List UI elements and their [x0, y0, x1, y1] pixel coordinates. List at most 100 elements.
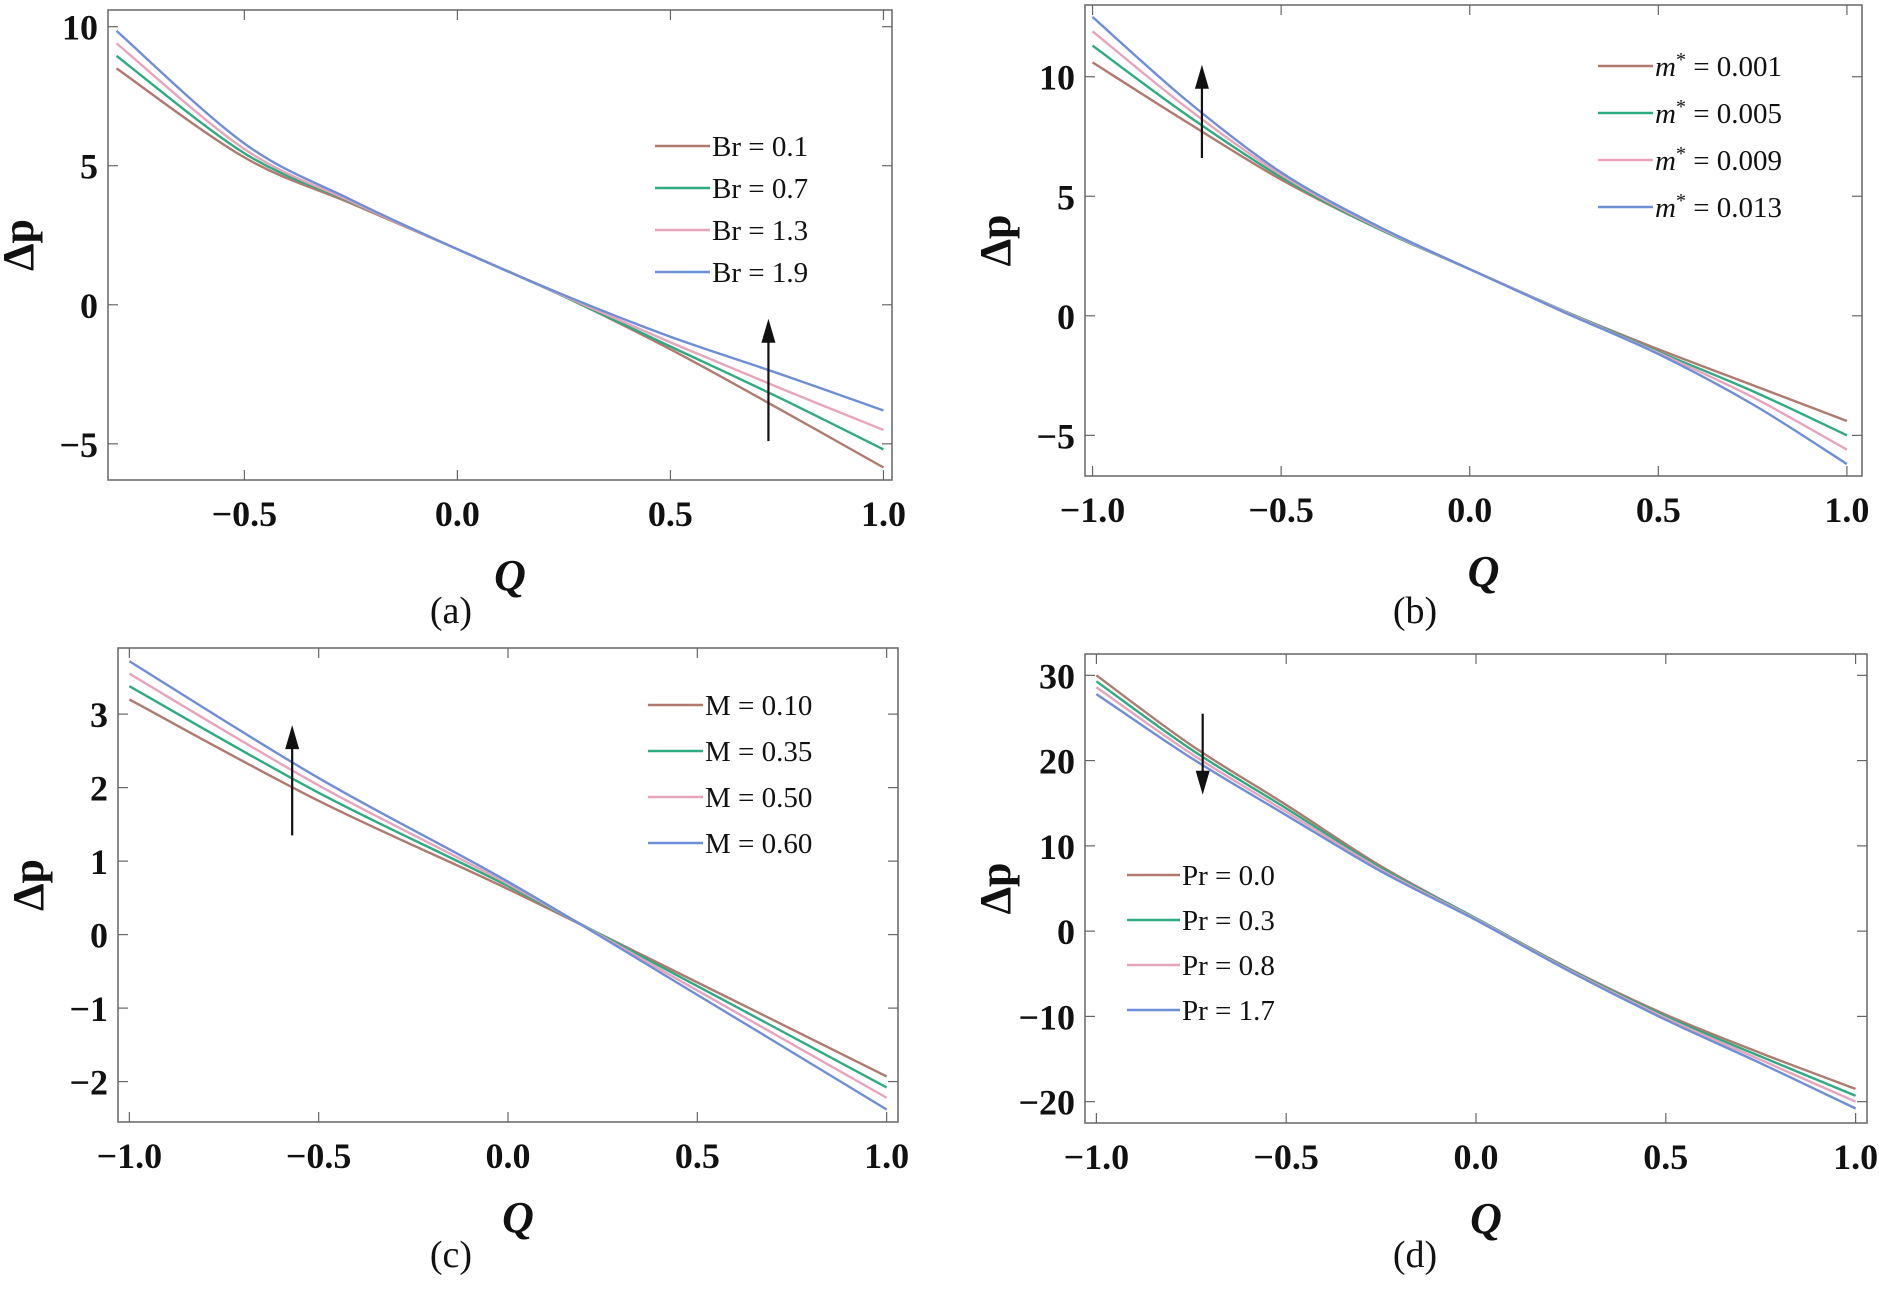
- legend-label: Br = 1.3: [712, 215, 808, 247]
- x-tick-label: 1.0: [1824, 490, 1869, 530]
- legend: Br = 0.1 Br = 0.7 Br = 1.3 Br = 1.9: [655, 131, 808, 289]
- y-axis-title: Δp: [971, 214, 1020, 266]
- x-axis: −0.5 0.0 0.5 1.0: [212, 10, 906, 534]
- series-group: [1091, 16, 1848, 466]
- arrow-head: [1194, 64, 1209, 89]
- series-line: [1095, 686, 1857, 1103]
- legend: m* = 0.001 m* = 0.005 m* = 0.009 m* = 0.013: [1598, 49, 1782, 224]
- legend-label: Br = 1.9: [712, 257, 808, 289]
- legend-entry: M = 0.35: [648, 736, 812, 768]
- y-axis-title: Δp: [0, 219, 43, 271]
- x-axis-title: Q: [1470, 1194, 1502, 1243]
- y-tick-label: −5: [1036, 416, 1075, 456]
- legend-label: m* = 0.005: [1655, 96, 1782, 130]
- y-tick-label: 1: [90, 842, 108, 882]
- legend-entry: M = 0.50: [648, 782, 812, 814]
- series-line: [128, 672, 888, 1099]
- series-line: [128, 660, 888, 1111]
- panel-label: (c): [430, 1234, 472, 1276]
- legend-label: m* = 0.009: [1655, 143, 1782, 177]
- series-group: [115, 29, 885, 469]
- series-line: [115, 29, 884, 412]
- legend-entry: Pr = 1.7: [1127, 995, 1275, 1027]
- legend-entry: m* = 0.001: [1598, 49, 1782, 83]
- x-axis: −1.0 −0.5 0.0 0.5 1.0: [97, 648, 909, 1176]
- legend: Pr = 0.0 Pr = 0.3 Pr = 0.8 Pr = 1.7: [1127, 860, 1275, 1027]
- legend-entry: m* = 0.009: [1598, 143, 1782, 177]
- legend-label: M = 0.60: [705, 828, 812, 860]
- y-tick-label: 3: [90, 695, 108, 735]
- series-group: [1095, 674, 1857, 1110]
- legend-label: Pr = 1.7: [1182, 995, 1275, 1027]
- x-axis-title: Q: [502, 1193, 534, 1242]
- legend-entry: M = 0.10: [648, 690, 812, 722]
- legend-entry: m* = 0.005: [1598, 96, 1782, 130]
- x-tick-label: 0.5: [1643, 1137, 1688, 1177]
- legend-entry: Br = 1.3: [655, 215, 808, 247]
- panel-label: (a): [430, 590, 472, 632]
- x-tick-label: 1.0: [861, 494, 906, 534]
- trend-arrow: [1194, 64, 1209, 159]
- legend-label: m* = 0.013: [1655, 190, 1782, 224]
- legend-entry: Br = 0.1: [655, 131, 808, 163]
- y-tick-label: 20: [1039, 742, 1075, 782]
- legend-label: Pr = 0.8: [1182, 950, 1275, 982]
- legend-entry: Pr = 0.3: [1127, 905, 1275, 937]
- series-line: [1091, 30, 1848, 451]
- y-tick-label: 10: [62, 8, 98, 48]
- x-tick-label: 0.5: [675, 1136, 720, 1176]
- trend-arrow: [761, 318, 776, 442]
- trend-arrow: [285, 725, 300, 836]
- y-tick-label: 5: [80, 147, 98, 187]
- legend-entry: Br = 0.7: [655, 173, 808, 205]
- y-axis-title: Δp: [971, 862, 1020, 914]
- x-tick-label: −0.5: [212, 494, 278, 534]
- y-axis: −20 −10 0 10 20 30: [1018, 656, 1867, 1123]
- legend-label: Br = 0.1: [712, 131, 808, 163]
- y-tick-label: 0: [90, 916, 108, 956]
- x-tick-label: 1.0: [864, 1136, 909, 1176]
- y-tick-label: −2: [69, 1063, 108, 1103]
- legend-entry: m* = 0.013: [1598, 190, 1782, 224]
- x-tick-label: −1.0: [1060, 490, 1126, 530]
- x-axis-title: Q: [1468, 547, 1500, 596]
- x-tick-label: −0.5: [286, 1136, 352, 1176]
- series-line: [1095, 693, 1857, 1110]
- x-tick-label: 0.0: [1447, 490, 1492, 530]
- legend-label: m* = 0.001: [1655, 49, 1782, 83]
- x-tick-label: −0.5: [1253, 1137, 1319, 1177]
- y-tick-label: 5: [1057, 177, 1075, 217]
- x-tick-label: 0.5: [648, 494, 693, 534]
- legend-entry: Br = 1.9: [655, 257, 808, 289]
- series-line: [1091, 16, 1848, 466]
- legend-entry: Pr = 0.0: [1127, 860, 1275, 892]
- y-axis: −5 0 5 10: [1036, 58, 1862, 456]
- y-tick-label: −20: [1018, 1083, 1075, 1123]
- y-tick-label: 0: [1057, 297, 1075, 337]
- y-tick-label: −10: [1018, 997, 1075, 1037]
- y-tick-label: −1: [69, 989, 108, 1029]
- x-axis: −1.0 −0.5 0.0 0.5 1.0: [1060, 5, 1869, 530]
- y-tick-label: 10: [1039, 58, 1075, 98]
- x-axis-title: Q: [494, 551, 526, 600]
- x-tick-label: 0.0: [486, 1136, 531, 1176]
- x-tick-label: −0.5: [1248, 490, 1314, 530]
- series-line: [128, 698, 888, 1078]
- legend-label: Pr = 0.0: [1182, 860, 1275, 892]
- legend-label: M = 0.10: [705, 690, 812, 722]
- panel-d: −1.0 −0.5 0.0 0.5 1.0 −20 −10 0 10 20 30 Q Δp Pr = 0.…: [971, 653, 1878, 1276]
- y-tick-label: 30: [1039, 656, 1075, 696]
- arrow-head: [1195, 770, 1210, 795]
- arrow-head: [285, 725, 300, 750]
- y-axis-title: Δp: [4, 859, 53, 911]
- legend-label: M = 0.35: [705, 736, 812, 768]
- legend-label: Br = 0.7: [712, 173, 808, 205]
- y-tick-label: 0: [1057, 912, 1075, 952]
- plot-frame: [1084, 4, 1863, 477]
- arrow-head: [761, 318, 776, 343]
- legend: M = 0.10 M = 0.35 M = 0.50 M = 0.60: [648, 690, 812, 860]
- x-tick-label: −1.0: [1064, 1137, 1130, 1177]
- x-tick-label: 0.0: [435, 494, 480, 534]
